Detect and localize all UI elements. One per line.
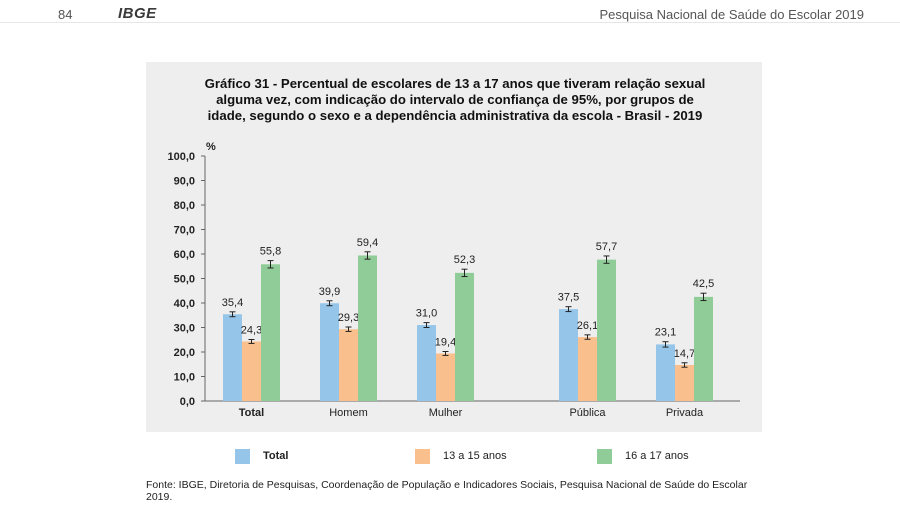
y-tick-label: 100,0 [167, 151, 195, 163]
bar-chart: 0,0 10,0 20,0 30,0 40,0 50,0 60,0 70,0 80,0 90,0 1… [167, 141, 740, 419]
data-label: 26,1 [577, 320, 598, 332]
header-divider [0, 22, 900, 23]
legend-label-total: Total [263, 450, 289, 462]
y-tick-label: 80,0 [174, 200, 195, 212]
source-note: Fonte: IBGE, Diretoria de Pesquisas, Coo… [146, 479, 748, 503]
chart-title-line-2: alguma vez, com indicação do intervalo d… [216, 92, 694, 107]
legend-item-13-15: 13 a 15 anos [415, 445, 507, 467]
bar [320, 303, 339, 401]
legend-item-16-17: 16 a 17 anos [597, 445, 689, 467]
y-axis-unit: % [206, 141, 216, 153]
x-category-label: Mulher [429, 407, 463, 419]
bar [578, 337, 597, 401]
legend-swatch-16-17 [597, 448, 612, 464]
data-label: 57,7 [596, 241, 617, 253]
data-label: 24,3 [241, 325, 262, 337]
bar [436, 353, 455, 401]
x-category-label: Privada [666, 407, 704, 419]
publication-title: Pesquisa Nacional de Saúde do Escolar 20… [599, 7, 864, 22]
data-label: 31,0 [416, 308, 437, 320]
bar [455, 272, 474, 401]
bar [694, 296, 713, 401]
bar [223, 314, 242, 401]
bar [242, 341, 261, 401]
x-category-label: Pública [569, 407, 606, 419]
y-tick-label: 0,0 [180, 396, 195, 408]
data-label: 19,4 [435, 337, 456, 349]
y-tick-label: 70,0 [174, 225, 195, 237]
y-tick-label: 90,0 [174, 176, 195, 188]
bar [358, 255, 377, 401]
bar [261, 264, 280, 401]
data-label: 23,1 [655, 327, 676, 339]
y-tick-label: 50,0 [174, 274, 195, 286]
chart-title-line-3: idade, segundo o sexo e a dependência ad… [207, 108, 703, 123]
chart-title: Gráfico 31 - Percentual de escolares de … [160, 76, 750, 124]
data-label: 39,9 [319, 286, 340, 298]
legend-swatch-total [235, 448, 250, 464]
y-tick-label: 20,0 [174, 347, 195, 359]
legend-label-13-15: 13 a 15 anos [443, 450, 507, 462]
page-number: 84 [58, 7, 73, 22]
bar [339, 329, 358, 401]
y-tick-label: 60,0 [174, 249, 195, 261]
bar [597, 259, 616, 401]
bar [559, 309, 578, 401]
x-category-label: Total [239, 407, 264, 419]
bar [675, 364, 694, 401]
x-category-label: Homem [329, 407, 368, 419]
data-label: 42,5 [693, 278, 714, 290]
bar [417, 325, 436, 401]
y-tick-label: 10,0 [174, 372, 195, 384]
data-label: 29,3 [338, 312, 359, 324]
data-label: 52,3 [454, 254, 475, 266]
legend-item-total: Total [235, 445, 288, 467]
data-label: 35,4 [222, 297, 243, 309]
chart-legend: Total 13 a 15 anos 16 a 17 anos [0, 445, 900, 467]
chart-title-line-1: Gráfico 31 - Percentual de escolares de … [204, 76, 706, 91]
data-label: 55,8 [260, 246, 281, 258]
ibge-logo: IBGE [118, 5, 157, 22]
bar [656, 344, 675, 401]
y-tick-label: 30,0 [174, 323, 195, 335]
legend-label-16-17: 16 a 17 anos [625, 450, 689, 462]
data-label: 14,7 [674, 348, 695, 360]
data-label: 37,5 [558, 292, 579, 304]
data-label: 59,4 [357, 237, 378, 249]
legend-swatch-13-15 [415, 448, 430, 464]
y-tick-label: 40,0 [174, 298, 195, 310]
